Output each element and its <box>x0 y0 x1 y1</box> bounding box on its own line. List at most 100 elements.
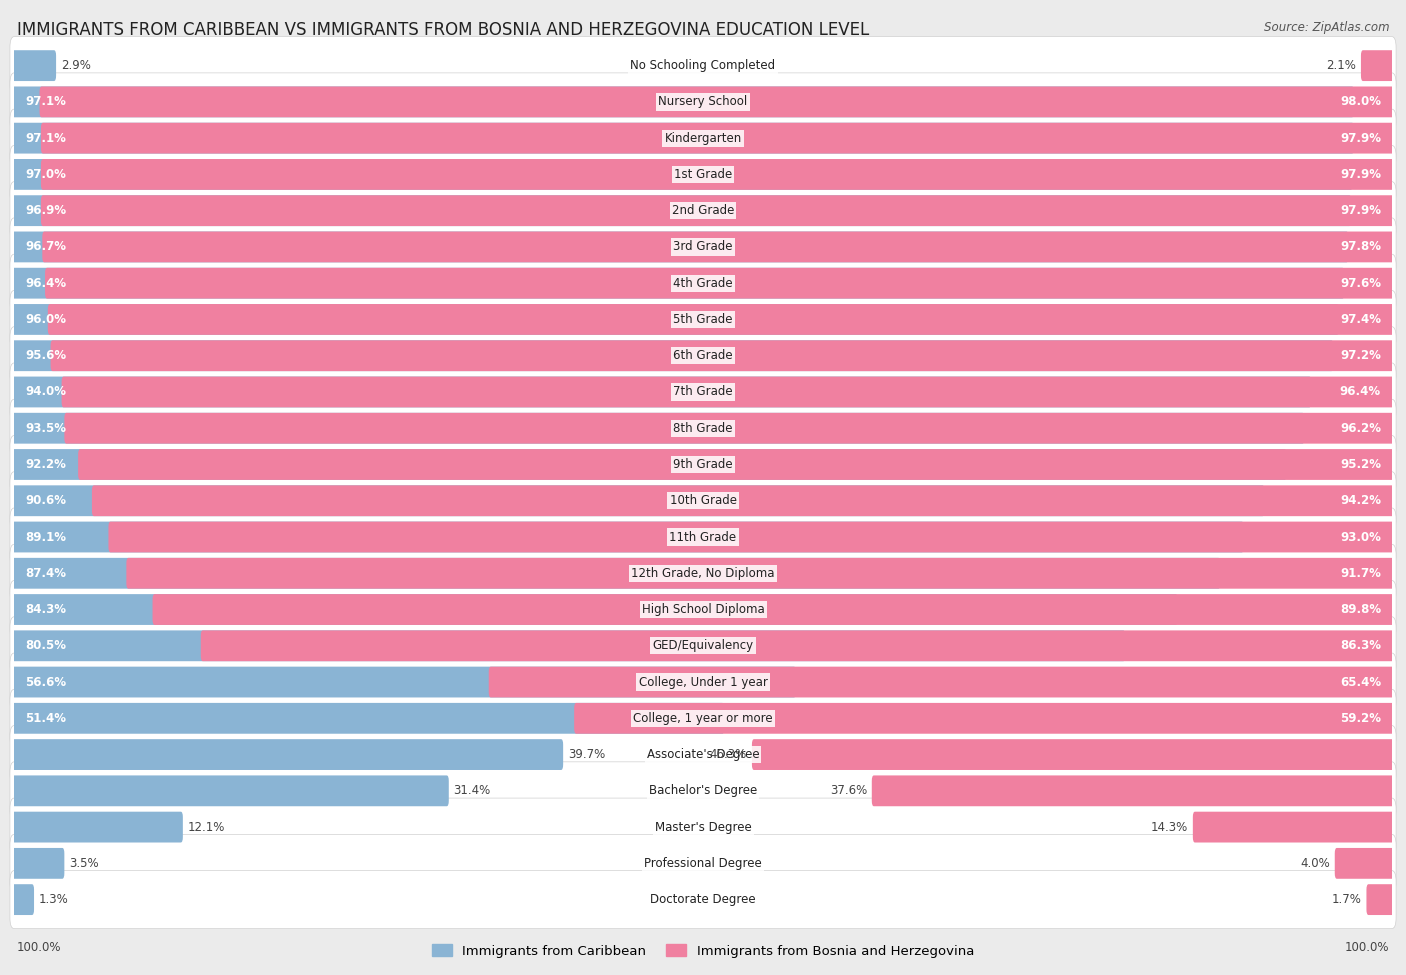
FancyBboxPatch shape <box>10 871 1396 928</box>
Text: 3rd Grade: 3rd Grade <box>673 241 733 254</box>
FancyBboxPatch shape <box>10 472 1396 529</box>
Text: 2nd Grade: 2nd Grade <box>672 204 734 217</box>
Legend: Immigrants from Caribbean, Immigrants from Bosnia and Herzegovina: Immigrants from Caribbean, Immigrants fr… <box>427 939 979 963</box>
FancyBboxPatch shape <box>13 449 1286 480</box>
Text: 95.2%: 95.2% <box>1340 458 1381 471</box>
Text: 37.6%: 37.6% <box>830 784 868 798</box>
Text: 93.0%: 93.0% <box>1340 530 1381 543</box>
FancyBboxPatch shape <box>574 703 1393 734</box>
FancyBboxPatch shape <box>10 37 1396 95</box>
Text: 97.2%: 97.2% <box>1340 349 1381 363</box>
FancyBboxPatch shape <box>13 594 1178 625</box>
Text: 14.3%: 14.3% <box>1150 821 1188 834</box>
Text: 96.4%: 96.4% <box>25 277 66 290</box>
FancyBboxPatch shape <box>13 159 1353 190</box>
FancyBboxPatch shape <box>62 376 1393 408</box>
FancyBboxPatch shape <box>13 340 1333 371</box>
FancyBboxPatch shape <box>13 884 34 915</box>
FancyBboxPatch shape <box>10 399 1396 457</box>
FancyBboxPatch shape <box>10 617 1396 675</box>
Text: 2.1%: 2.1% <box>1326 59 1357 72</box>
FancyBboxPatch shape <box>51 340 1393 371</box>
FancyBboxPatch shape <box>10 363 1396 421</box>
Text: 56.6%: 56.6% <box>25 676 66 688</box>
FancyBboxPatch shape <box>13 195 1351 226</box>
FancyBboxPatch shape <box>10 73 1396 131</box>
Text: Doctorate Degree: Doctorate Degree <box>650 893 756 906</box>
FancyBboxPatch shape <box>10 291 1396 348</box>
Text: 84.3%: 84.3% <box>25 603 66 616</box>
FancyBboxPatch shape <box>10 218 1396 276</box>
Text: Professional Degree: Professional Degree <box>644 857 762 870</box>
Text: 97.8%: 97.8% <box>1340 241 1381 254</box>
Text: Kindergarten: Kindergarten <box>665 132 741 144</box>
FancyBboxPatch shape <box>108 522 1393 553</box>
Text: 6th Grade: 6th Grade <box>673 349 733 363</box>
FancyBboxPatch shape <box>39 87 1393 117</box>
Text: Master's Degree: Master's Degree <box>655 821 751 834</box>
FancyBboxPatch shape <box>42 231 1393 262</box>
Text: 96.9%: 96.9% <box>25 204 66 217</box>
FancyBboxPatch shape <box>13 558 1220 589</box>
Text: 90.6%: 90.6% <box>25 494 66 507</box>
Text: GED/Equivalency: GED/Equivalency <box>652 640 754 652</box>
Text: 97.9%: 97.9% <box>1340 204 1381 217</box>
Text: 97.0%: 97.0% <box>25 168 66 181</box>
FancyBboxPatch shape <box>13 123 1354 153</box>
Text: 8th Grade: 8th Grade <box>673 422 733 435</box>
Text: 97.6%: 97.6% <box>1340 277 1381 290</box>
FancyBboxPatch shape <box>10 689 1396 747</box>
FancyBboxPatch shape <box>13 268 1344 298</box>
FancyBboxPatch shape <box>872 775 1393 806</box>
Text: Associate's Degree: Associate's Degree <box>647 748 759 761</box>
FancyBboxPatch shape <box>13 703 724 734</box>
Text: No Schooling Completed: No Schooling Completed <box>630 59 776 72</box>
Text: 95.6%: 95.6% <box>25 349 66 363</box>
Text: 91.7%: 91.7% <box>1340 566 1381 580</box>
FancyBboxPatch shape <box>13 51 56 81</box>
Text: 87.4%: 87.4% <box>25 566 66 580</box>
Text: 11th Grade: 11th Grade <box>669 530 737 543</box>
Text: IMMIGRANTS FROM CARIBBEAN VS IMMIGRANTS FROM BOSNIA AND HERZEGOVINA EDUCATION LE: IMMIGRANTS FROM CARIBBEAN VS IMMIGRANTS … <box>17 21 869 39</box>
Text: Bachelor's Degree: Bachelor's Degree <box>650 784 756 798</box>
Text: 97.9%: 97.9% <box>1340 168 1381 181</box>
Text: 100.0%: 100.0% <box>1344 941 1389 954</box>
Text: 3.5%: 3.5% <box>69 857 98 870</box>
FancyBboxPatch shape <box>1334 848 1393 878</box>
Text: College, Under 1 year: College, Under 1 year <box>638 676 768 688</box>
FancyBboxPatch shape <box>10 580 1396 639</box>
FancyBboxPatch shape <box>41 159 1393 190</box>
FancyBboxPatch shape <box>10 254 1396 312</box>
Text: 89.1%: 89.1% <box>25 530 66 543</box>
Text: 5th Grade: 5th Grade <box>673 313 733 326</box>
FancyBboxPatch shape <box>13 304 1339 334</box>
Text: 97.9%: 97.9% <box>1340 132 1381 144</box>
Text: 96.4%: 96.4% <box>1340 385 1381 399</box>
Text: 97.1%: 97.1% <box>25 132 66 144</box>
FancyBboxPatch shape <box>13 775 449 806</box>
Text: 10th Grade: 10th Grade <box>669 494 737 507</box>
Text: 97.1%: 97.1% <box>25 96 66 108</box>
Text: 96.2%: 96.2% <box>1340 422 1381 435</box>
FancyBboxPatch shape <box>91 486 1393 516</box>
FancyBboxPatch shape <box>10 725 1396 784</box>
Text: 1.3%: 1.3% <box>39 893 69 906</box>
Text: 100.0%: 100.0% <box>17 941 62 954</box>
FancyBboxPatch shape <box>10 327 1396 385</box>
Text: 1.7%: 1.7% <box>1331 893 1361 906</box>
FancyBboxPatch shape <box>489 667 1393 697</box>
Text: 86.3%: 86.3% <box>1340 640 1381 652</box>
FancyBboxPatch shape <box>10 109 1396 167</box>
FancyBboxPatch shape <box>13 376 1312 408</box>
FancyBboxPatch shape <box>752 739 1393 770</box>
FancyBboxPatch shape <box>13 412 1305 444</box>
Text: 4th Grade: 4th Grade <box>673 277 733 290</box>
FancyBboxPatch shape <box>10 761 1396 820</box>
FancyBboxPatch shape <box>10 508 1396 566</box>
FancyBboxPatch shape <box>127 558 1393 589</box>
FancyBboxPatch shape <box>13 848 65 878</box>
Text: 1st Grade: 1st Grade <box>673 168 733 181</box>
Text: 12.1%: 12.1% <box>187 821 225 834</box>
Text: College, 1 year or more: College, 1 year or more <box>633 712 773 724</box>
FancyBboxPatch shape <box>10 799 1396 856</box>
